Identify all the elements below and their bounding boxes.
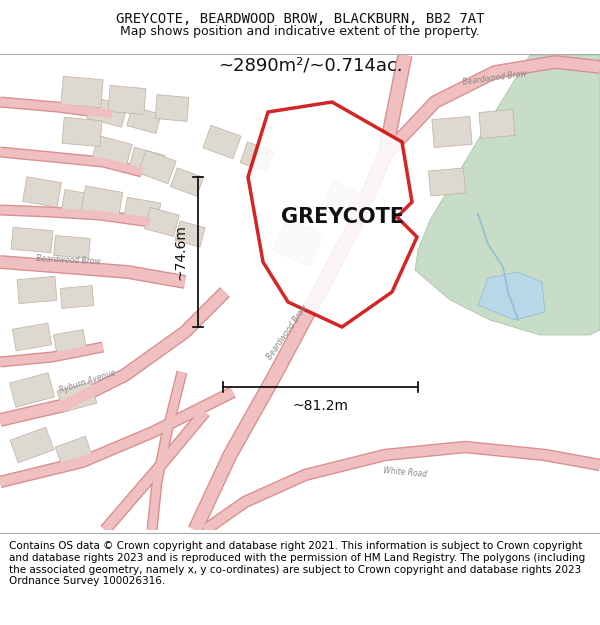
- Bar: [13, 323, 52, 351]
- Text: Ryburn Avenue: Ryburn Avenue: [59, 369, 118, 396]
- Bar: [128, 148, 166, 177]
- Bar: [53, 329, 86, 354]
- Bar: [432, 116, 472, 148]
- Polygon shape: [478, 272, 545, 320]
- Polygon shape: [248, 102, 417, 327]
- Bar: [321, 181, 365, 223]
- Bar: [10, 428, 54, 462]
- Bar: [479, 109, 515, 138]
- Bar: [23, 177, 61, 208]
- Text: ~74.6m: ~74.6m: [174, 224, 188, 280]
- Bar: [61, 189, 95, 214]
- Text: Map shows position and indicative extent of the property.: Map shows position and indicative extent…: [120, 26, 480, 39]
- Bar: [108, 86, 146, 114]
- Bar: [81, 186, 123, 218]
- Bar: [175, 221, 205, 247]
- Bar: [61, 76, 103, 108]
- Bar: [123, 198, 161, 227]
- Bar: [62, 118, 102, 147]
- Bar: [17, 276, 57, 304]
- Bar: [10, 372, 55, 408]
- Bar: [203, 125, 241, 159]
- Polygon shape: [415, 55, 600, 335]
- Bar: [138, 150, 176, 184]
- Bar: [240, 142, 274, 172]
- Bar: [428, 168, 466, 196]
- Text: ~81.2m: ~81.2m: [293, 399, 349, 413]
- Bar: [60, 286, 94, 308]
- Bar: [53, 236, 91, 259]
- Text: Contains OS data © Crown copyright and database right 2021. This information is : Contains OS data © Crown copyright and d…: [9, 541, 585, 586]
- Text: GREYCOTE: GREYCOTE: [281, 207, 404, 227]
- Bar: [127, 106, 161, 134]
- Text: Beardwood Brow: Beardwood Brow: [463, 69, 527, 87]
- Bar: [57, 382, 97, 412]
- Bar: [272, 217, 323, 266]
- Bar: [92, 136, 132, 169]
- Text: Beardwood Brow: Beardwood Brow: [35, 254, 101, 266]
- Text: White Road: White Road: [383, 466, 427, 478]
- Bar: [87, 97, 127, 128]
- Bar: [155, 94, 189, 121]
- Text: Beardwood Brow: Beardwood Brow: [265, 303, 309, 361]
- Text: GREYCOTE, BEARDWOOD BROW, BLACKBURN, BB2 7AT: GREYCOTE, BEARDWOOD BROW, BLACKBURN, BB2…: [116, 12, 484, 26]
- Bar: [11, 228, 53, 253]
- Bar: [55, 436, 93, 468]
- Bar: [170, 168, 203, 196]
- Text: ~2890m²/~0.714ac.: ~2890m²/~0.714ac.: [218, 57, 403, 75]
- Bar: [145, 208, 179, 236]
